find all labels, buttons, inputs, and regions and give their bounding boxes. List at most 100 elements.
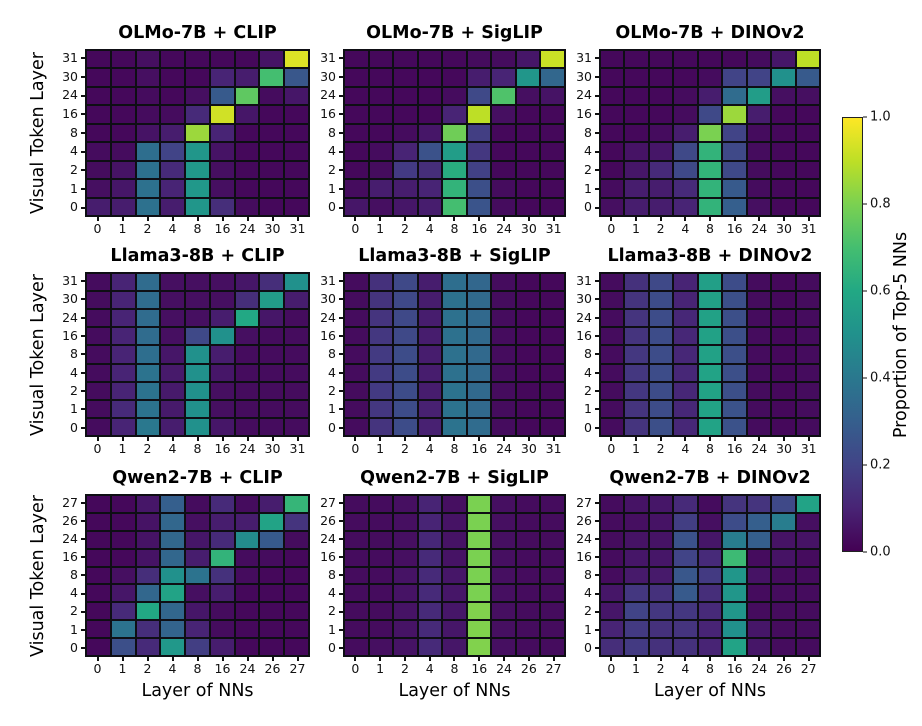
y-tick-mark: [339, 610, 343, 613]
heatmap-cell: [772, 603, 795, 620]
heatmap-cell: [516, 400, 540, 417]
heatmap-cell: [516, 310, 540, 327]
x-tick-label: 8: [698, 217, 723, 239]
heatmap-cell: [467, 639, 491, 655]
x-tick-label: 31: [541, 437, 566, 459]
heatmap-cell: [723, 180, 746, 197]
x-tick-mark: [684, 437, 687, 441]
y-tick-label: 16: [559, 548, 599, 566]
y-tick-label: 30: [45, 290, 85, 308]
y-tick-labels: 31 30 24 16 8 4 2 1 0: [45, 272, 85, 437]
heatmap-cell: [285, 106, 308, 123]
heatmap-cell: [541, 328, 564, 345]
x-tick-label: 0: [599, 657, 624, 679]
y-tick-text: 24: [62, 531, 78, 547]
heatmap-cell: [260, 364, 284, 381]
heatmap-cell: [723, 364, 746, 381]
heatmap-cell: [492, 292, 515, 309]
heatmap-cell: [674, 639, 697, 655]
x-tick-text: 26: [264, 661, 281, 676]
y-tick-label: 1: [45, 400, 85, 418]
heatmap-cell: [186, 418, 209, 435]
heatmap-cell: [111, 567, 135, 584]
panel-title: Llama3-8B + DINOv2: [607, 246, 813, 266]
heatmap-cell: [443, 346, 466, 363]
x-tick-text: 27: [289, 661, 306, 676]
heatmap-cell: [210, 346, 234, 363]
heatmap-cell: [601, 143, 624, 160]
heatmap-cell: [345, 603, 368, 620]
y-tick-mark: [595, 520, 599, 523]
heatmap-cell: [796, 418, 819, 435]
heatmap-cell: [649, 549, 673, 566]
x-axis-label: Layer of NNs: [398, 681, 511, 701]
x-tick-label: 8: [185, 217, 210, 239]
y-tick-mark: [595, 169, 599, 172]
heatmap-cell: [649, 364, 673, 381]
y-tick-label: 2: [303, 603, 343, 621]
heatmap-cell: [516, 106, 540, 123]
heatmap-cell: [649, 87, 673, 105]
x-tick-text: 26: [776, 661, 792, 676]
x-tick-label: 31: [796, 437, 821, 459]
heatmap-panel: Qwen2-7B + DINOv2 27 26 24 16 8 4 2 1 0 0 1 2 4 8 16 24 2…: [576, 468, 821, 701]
heatmap-cell: [467, 161, 491, 179]
y-tick-text: 0: [70, 199, 78, 215]
heatmap-cell: [516, 346, 540, 363]
heatmap-cell: [698, 400, 722, 417]
heatmap-cell: [418, 382, 442, 399]
heatmap-cell: [87, 180, 110, 197]
heatmap-cell: [369, 51, 393, 68]
heatmap-cell: [87, 496, 110, 512]
x-tick-label: 26: [772, 657, 797, 679]
x-tick-label: 4: [673, 437, 698, 459]
y-tick-mark: [595, 538, 599, 541]
heatmap-cell: [698, 124, 722, 142]
heatmap-cell: [723, 143, 746, 160]
x-tick-mark: [610, 217, 613, 221]
heatmap-cell: [345, 496, 368, 512]
heatmap-cell: [210, 418, 234, 435]
heatmap-cell: [285, 639, 308, 655]
x-tick-label: 24: [235, 657, 260, 679]
x-tick-mark: [782, 657, 785, 661]
heatmap-cell: [796, 161, 819, 179]
x-tick-label: 4: [417, 217, 442, 239]
heatmap-cell: [418, 418, 442, 435]
y-tick-label: 24: [559, 86, 599, 105]
x-tick-label: 16: [722, 437, 747, 459]
x-tick-label: 16: [722, 217, 747, 239]
heatmap-cell: [136, 180, 160, 197]
y-tick-mark: [339, 426, 343, 429]
y-tick-mark: [81, 408, 85, 411]
x-tick-mark: [453, 217, 456, 221]
x-tick-label: 31: [285, 217, 310, 239]
y-tick-text: 2: [328, 162, 336, 178]
y-tick-label: 16: [303, 548, 343, 566]
heatmap-cell: [674, 400, 697, 417]
heatmap-cell: [649, 143, 673, 160]
y-tick-text: 2: [584, 382, 592, 398]
y-tick-label: 0: [303, 419, 343, 437]
y-tick-mark: [81, 150, 85, 153]
y-tick-mark: [339, 371, 343, 374]
heatmap-cell: [772, 400, 795, 417]
y-tick-label: 1: [559, 180, 599, 199]
heatmap-cell: [369, 639, 393, 655]
heatmap-cell: [87, 106, 110, 123]
heatmap-cell: [369, 180, 393, 197]
y-tick-text: 8: [584, 567, 592, 583]
heatmap-cell: [369, 603, 393, 620]
heatmap-cell: [394, 639, 417, 655]
heatmap-cell: [723, 69, 746, 86]
y-tick-text: 4: [70, 143, 78, 159]
heatmap-grid: [343, 272, 566, 437]
heatmap-cell: [210, 496, 234, 512]
y-tick-mark: [81, 316, 85, 319]
heatmap-cell: [111, 180, 135, 197]
heatmap-cell: [443, 143, 466, 160]
heatmap-cell: [235, 513, 259, 530]
heatmap-cell: [394, 364, 417, 381]
y-tick-label: 30: [45, 68, 85, 87]
